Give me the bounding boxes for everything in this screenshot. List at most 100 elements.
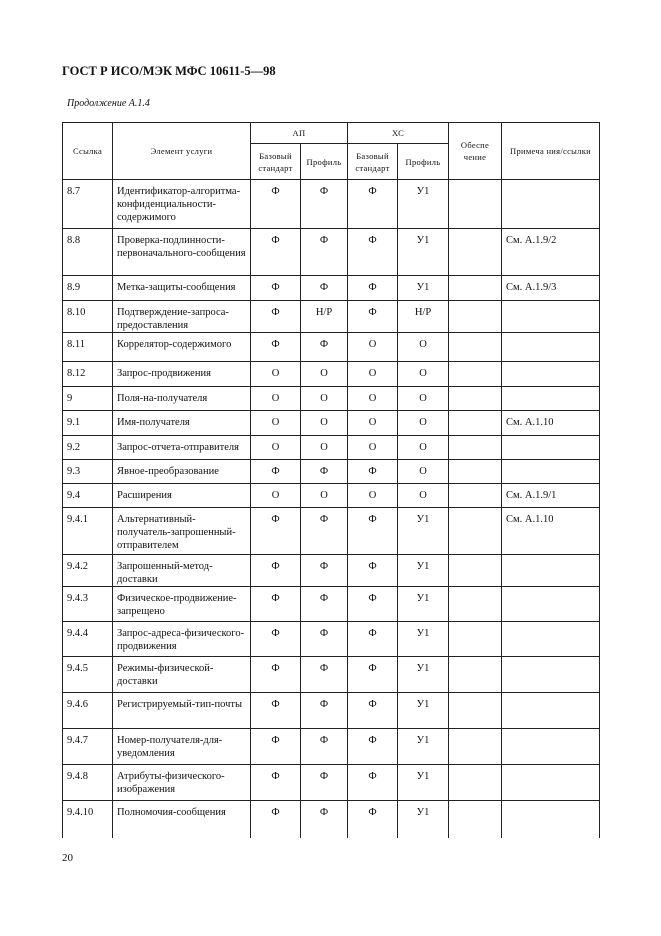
cell-ref: 9.3 (62, 459, 113, 484)
cell-ap-profile: Ф (300, 692, 348, 729)
cell-notes: См. А.1.9/1 (501, 483, 600, 508)
table-row: 8.9 Метка-защиты-сообщения Ф Ф Ф У1 См. А.1.9/… (62, 275, 600, 301)
cell-ref: 8.12 (62, 361, 113, 387)
cell-xc-profile: У1 (397, 586, 449, 622)
cell-support (448, 800, 502, 838)
table-row: 9.4.4 Запрос-адреса-физического-продвижен… (62, 621, 600, 657)
cell-xc-profile: У1 (397, 692, 449, 729)
table-row: 9.4.1 Альтернативный-получатель-запрошенн… (62, 507, 600, 555)
cell-ap-profile: Ф (300, 554, 348, 587)
cell-support (448, 435, 502, 460)
table-caption: Продолжение А.1.4 (67, 98, 150, 109)
cell-xc-profile: О (397, 483, 449, 508)
cell-xc-profile: У1 (397, 656, 449, 693)
cell-ap-base: Ф (250, 459, 301, 484)
header-xc-profile: Профиль (397, 143, 449, 180)
cell-ref: 9.1 (62, 410, 113, 436)
table-row: 9.3 Явное-преобразование Ф Ф Ф О (62, 459, 600, 484)
cell-notes (501, 179, 600, 229)
cell-ap-base: Ф (250, 228, 301, 276)
document-title: ГОСТ Р ИСО/МЭК МФС 10611-5—98 (62, 64, 276, 78)
header-xc-base: Базовый стандарт (347, 143, 398, 180)
cell-ap-profile: Ф (300, 179, 348, 229)
cell-support (448, 179, 502, 229)
cell-notes: См. А.1.10 (501, 410, 600, 436)
cell-element: Альтернативный-получатель-запрошенный-от… (112, 507, 251, 555)
cell-element: Имя-получателя (112, 410, 251, 436)
cell-support (448, 586, 502, 622)
cell-xc-base: Ф (347, 459, 398, 484)
cell-xc-base: О (347, 386, 398, 411)
cell-notes (501, 764, 600, 801)
table-row: 9.4.5 Режимы-физической-доставки Ф Ф Ф У1 (62, 656, 600, 693)
cell-ap-profile: Ф (300, 800, 348, 838)
table-row: 8.8 Проверка-подлинности-первоначального-… (62, 228, 600, 276)
cell-ref: 9.4.6 (62, 692, 113, 729)
cell-ap-base: Ф (250, 728, 301, 765)
cell-element: Подтверждение-запроса-предоставления (112, 300, 251, 333)
table-row: 8.11 Коррелятор-содержимого Ф Ф О О (62, 332, 600, 362)
cell-notes (501, 656, 600, 693)
cell-support (448, 621, 502, 657)
cell-support (448, 764, 502, 801)
cell-element: Метка-защиты-сообщения (112, 275, 251, 301)
cell-ap-base: О (250, 361, 301, 387)
cell-ap-profile: Ф (300, 228, 348, 276)
table-row: 8.10 Подтверждение-запроса-предоставления… (62, 300, 600, 333)
cell-support (448, 483, 502, 508)
cell-element: Коррелятор-содержимого (112, 332, 251, 362)
cell-support (448, 656, 502, 693)
cell-support (448, 554, 502, 587)
cell-ap-base: Ф (250, 300, 301, 333)
cell-xc-base: Ф (347, 800, 398, 838)
cell-notes (501, 300, 600, 333)
cell-ap-profile: Ф (300, 621, 348, 657)
cell-element: Явное-преобразование (112, 459, 251, 484)
cell-xc-profile: О (397, 410, 449, 436)
cell-notes (501, 800, 600, 838)
cell-support (448, 507, 502, 555)
cell-element: Расширения (112, 483, 251, 508)
cell-xc-base: Ф (347, 228, 398, 276)
cell-xc-profile: У1 (397, 800, 449, 838)
cell-xc-profile: У1 (397, 621, 449, 657)
header-ref: Ссылка (62, 122, 113, 180)
cell-ap-base: О (250, 483, 301, 508)
cell-ref: 9.4.5 (62, 656, 113, 693)
cell-ap-base: Ф (250, 179, 301, 229)
cell-support (448, 728, 502, 765)
header-xc: ХС (347, 122, 449, 144)
cell-support (448, 386, 502, 411)
cell-xc-base: О (347, 361, 398, 387)
cell-ap-base: Ф (250, 507, 301, 555)
cell-ap-profile: О (300, 361, 348, 387)
page-number: 20 (62, 852, 73, 864)
cell-notes: См. А.1.10 (501, 507, 600, 555)
cell-xc-profile: О (397, 459, 449, 484)
cell-xc-profile: У1 (397, 179, 449, 229)
cell-ref: 9.4.7 (62, 728, 113, 765)
cell-ap-base: Ф (250, 656, 301, 693)
cell-ref: 9.4.2 (62, 554, 113, 587)
cell-xc-base: Ф (347, 586, 398, 622)
cell-notes (501, 435, 600, 460)
cell-ap-profile: Ф (300, 656, 348, 693)
cell-xc-base: Ф (347, 728, 398, 765)
cell-xc-base: Ф (347, 275, 398, 301)
cell-support (448, 228, 502, 276)
table-row: 9.2 Запрос-отчета-отправителя О О О О (62, 435, 600, 460)
header-ap-base: Базовый стандарт (250, 143, 301, 180)
cell-ap-profile: О (300, 483, 348, 508)
cell-ref: 9.4.8 (62, 764, 113, 801)
cell-element: Идентификатор-алгоритма-конфиденциальнос… (112, 179, 251, 229)
cell-element: Запрос-продвижения (112, 361, 251, 387)
cell-element: Запрос-адреса-физического-продвижения (112, 621, 251, 657)
cell-notes (501, 554, 600, 587)
cell-xc-profile: У1 (397, 228, 449, 276)
cell-support (448, 332, 502, 362)
cell-xc-base: О (347, 410, 398, 436)
cell-element: Регистрируемый-тип-почты (112, 692, 251, 729)
cell-element: Физическое-продвижение-запрещено (112, 586, 251, 622)
table-row: 9.1 Имя-получателя О О О О См. А.1.10 (62, 410, 600, 436)
cell-xc-base: Ф (347, 179, 398, 229)
